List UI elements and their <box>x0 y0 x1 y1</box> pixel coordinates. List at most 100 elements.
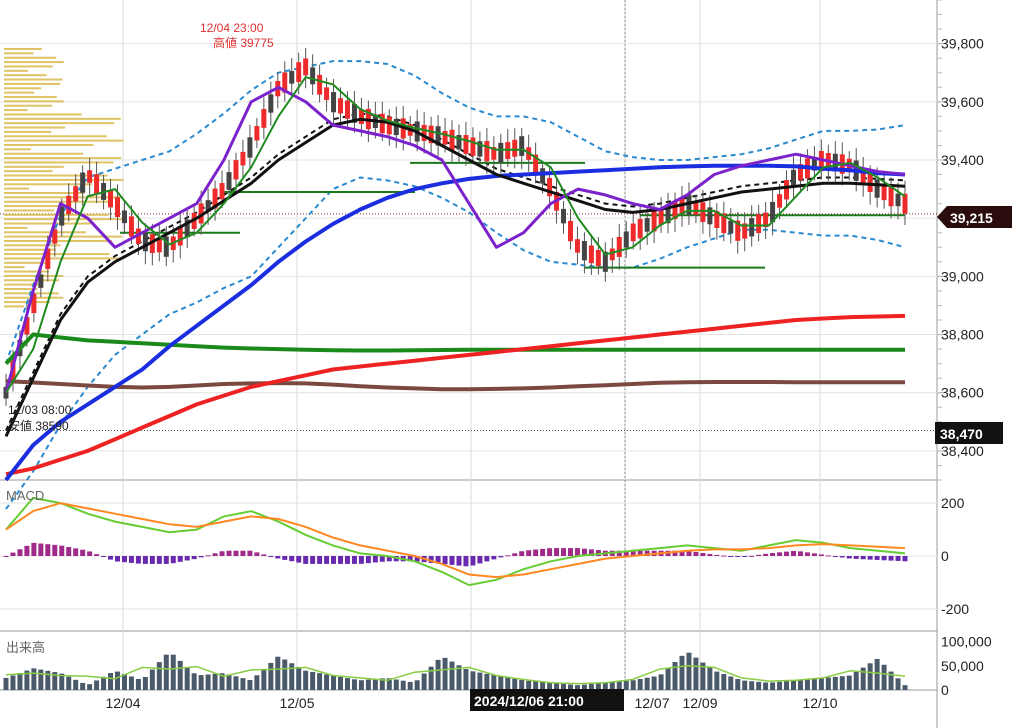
macd-histogram-bar <box>463 556 469 567</box>
macd-histogram-bar <box>735 556 741 557</box>
volume-profile-bar <box>4 161 114 164</box>
volume-bar <box>839 676 845 690</box>
macd-histogram-bar <box>372 556 378 563</box>
candle-body <box>198 203 204 224</box>
volume-bar <box>80 682 86 690</box>
volume-bar <box>135 678 141 690</box>
candle-body <box>547 177 553 197</box>
volume-bar <box>212 673 218 690</box>
candle-body <box>902 193 908 214</box>
candle-body <box>338 98 344 114</box>
grid-lines <box>0 0 938 728</box>
bollinger-bands <box>5 60 906 510</box>
volume-bar <box>240 678 246 690</box>
volume-panel: 100,000 50,000 0 <box>3 634 992 698</box>
candle-body <box>108 190 114 208</box>
macd-histogram-bar <box>38 543 44 556</box>
volume-profile-bar <box>4 196 122 199</box>
macd-histogram-bar <box>797 551 803 556</box>
candle-body <box>477 141 483 157</box>
macd-histogram-bar <box>170 556 176 564</box>
volume-bar <box>372 678 378 690</box>
volume-bar <box>902 685 908 690</box>
volume-bar <box>895 678 901 690</box>
candle-body <box>581 240 587 261</box>
macd-histogram-bar <box>588 549 594 556</box>
candle-body <box>156 237 162 253</box>
macd-histogram-bar <box>142 556 148 564</box>
volume-bar <box>714 671 720 690</box>
volume-bar <box>832 676 838 690</box>
candle-body <box>700 202 706 222</box>
volume-bar <box>365 679 371 690</box>
volume-bar <box>874 658 880 690</box>
purple-line-series <box>4 85 906 394</box>
macd-histogram-bar <box>365 556 371 564</box>
volume-profile-bar <box>4 288 38 290</box>
volume-ma-line <box>5 665 906 685</box>
candle-body <box>233 160 239 180</box>
volume-bar <box>658 674 664 690</box>
x-axis-label: 12/04 <box>105 695 140 711</box>
candle-body <box>80 172 86 193</box>
macd-panel-label: MACD <box>6 488 44 503</box>
bollinger-lower <box>5 176 906 510</box>
macd-histogram-bar <box>790 550 796 556</box>
candle-body <box>623 231 629 248</box>
low-annotation-time: 12/03 08:00 <box>8 403 72 417</box>
volume-profile-bar <box>4 205 63 208</box>
candle-body <box>533 154 539 175</box>
volume-bar <box>651 676 657 690</box>
macd-histogram-bar <box>547 548 553 556</box>
macd-histogram-bar <box>351 556 357 564</box>
macd-histogram-bar <box>303 556 309 564</box>
volume-bar <box>686 652 692 690</box>
candle-body <box>240 151 246 166</box>
volume-profile-bar <box>4 178 124 181</box>
volume-bar <box>358 680 364 690</box>
green-line-series <box>4 332 905 365</box>
volume-bar <box>338 676 344 690</box>
candle-body <box>261 108 267 128</box>
macd-histogram-bar <box>770 552 776 556</box>
candle-body <box>52 229 58 244</box>
x-axis-label: 12/10 <box>802 695 837 711</box>
volume-bar <box>623 680 629 690</box>
volume-bar <box>860 667 866 690</box>
volume-bar <box>10 675 16 690</box>
high-annotation-time: 12/04 23:00 <box>200 21 264 35</box>
volume-bar <box>351 679 357 690</box>
macd-histogram-bar <box>491 556 497 560</box>
candle-body <box>149 234 155 254</box>
macd-histogram-bar <box>435 556 441 564</box>
volume-bar <box>644 677 650 690</box>
volume-bar <box>435 659 441 690</box>
macd-histogram-bar <box>595 550 601 556</box>
macd-histogram-bar <box>700 553 706 556</box>
volume-bar <box>94 680 100 690</box>
candle-body <box>763 212 769 228</box>
macd-histogram-bar <box>567 548 573 556</box>
volume-bar <box>59 673 65 690</box>
macd-histogram-bar <box>66 547 72 556</box>
candle-body <box>588 245 594 264</box>
candle-body <box>421 124 427 141</box>
volume-profile-bar <box>4 183 93 186</box>
volume-bar <box>721 674 727 690</box>
candle-body <box>128 216 134 237</box>
volume-bar <box>693 657 699 690</box>
x-axis-label: 12/05 <box>279 695 314 711</box>
macd-histogram-bar <box>128 556 134 563</box>
volume-bar <box>421 673 427 690</box>
volume-bar <box>540 682 546 690</box>
macd-histogram-bar <box>644 550 650 556</box>
candle-body <box>728 220 734 234</box>
volume-profile-bar <box>4 100 64 103</box>
macd-histogram-bar <box>526 550 532 556</box>
macd-histogram-bar <box>184 556 190 561</box>
high-annotation-label: 高値 39775 <box>213 35 274 50</box>
volume-profile-bar <box>4 78 63 81</box>
candle-body <box>874 179 880 198</box>
macd-histogram-bar <box>296 556 302 563</box>
